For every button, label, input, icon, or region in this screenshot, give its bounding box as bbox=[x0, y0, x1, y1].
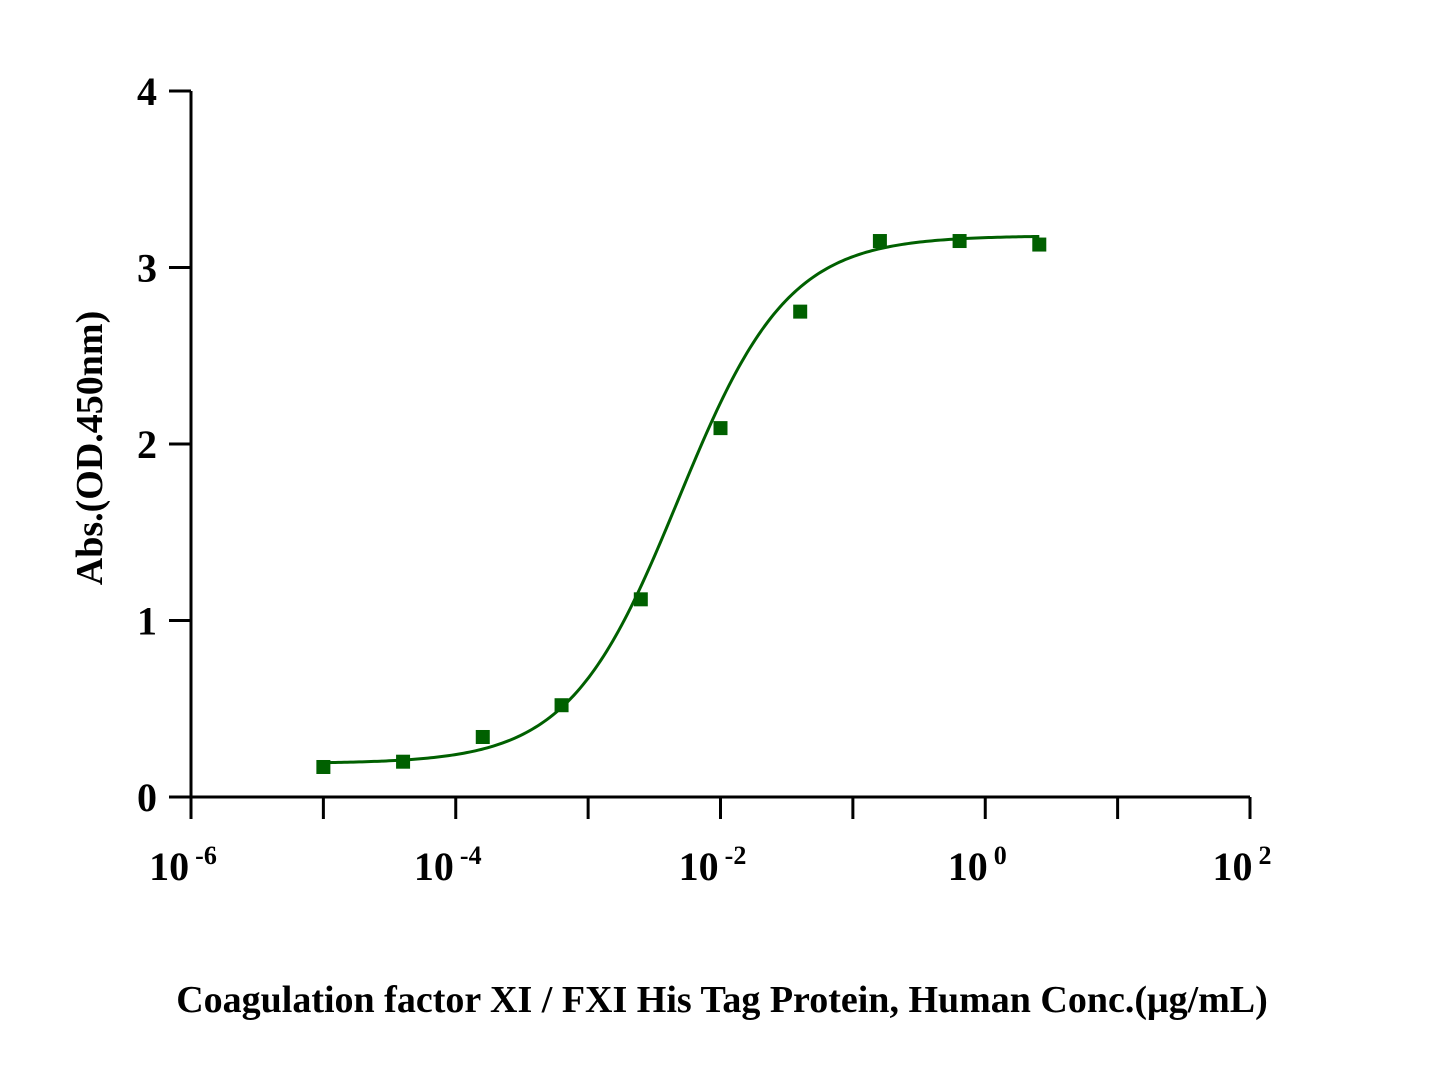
y-axis-ticks: 0 1 2 3 4 bbox=[137, 69, 191, 820]
y-tick-label: 4 bbox=[137, 69, 157, 114]
data-point bbox=[1032, 237, 1047, 252]
x-tick-label: 10 -2 bbox=[679, 841, 747, 889]
y-tick-label: 1 bbox=[137, 599, 157, 644]
data-point bbox=[713, 421, 728, 436]
x-axis-ticks: 10 -6 10 -4 10 -2 10 0 10 2 bbox=[149, 797, 1272, 889]
axes bbox=[189, 91, 1250, 799]
data-point bbox=[316, 759, 331, 774]
y-axis-title: Abs.(OD.450nm) bbox=[69, 311, 111, 585]
data-points bbox=[316, 234, 1047, 774]
data-point bbox=[475, 729, 490, 744]
data-point bbox=[554, 698, 569, 713]
y-tick-label: 2 bbox=[137, 422, 157, 467]
x-tick-label: 10 -4 bbox=[414, 841, 482, 889]
x-tick-label: 10 -6 bbox=[149, 841, 217, 889]
y-tick-label: 3 bbox=[137, 246, 157, 291]
y-tick-label: 0 bbox=[137, 775, 157, 820]
fit-curve bbox=[323, 234, 1040, 765]
x-tick-label: 10 0 bbox=[948, 841, 1007, 889]
data-point bbox=[793, 304, 808, 319]
data-point bbox=[872, 234, 887, 249]
data-point bbox=[396, 754, 411, 769]
data-point bbox=[633, 592, 648, 607]
data-point bbox=[952, 234, 967, 249]
x-axis-title: Coagulation factor XI / FXI His Tag Prot… bbox=[176, 979, 1268, 1021]
x-tick-label: 10 2 bbox=[1213, 841, 1272, 889]
